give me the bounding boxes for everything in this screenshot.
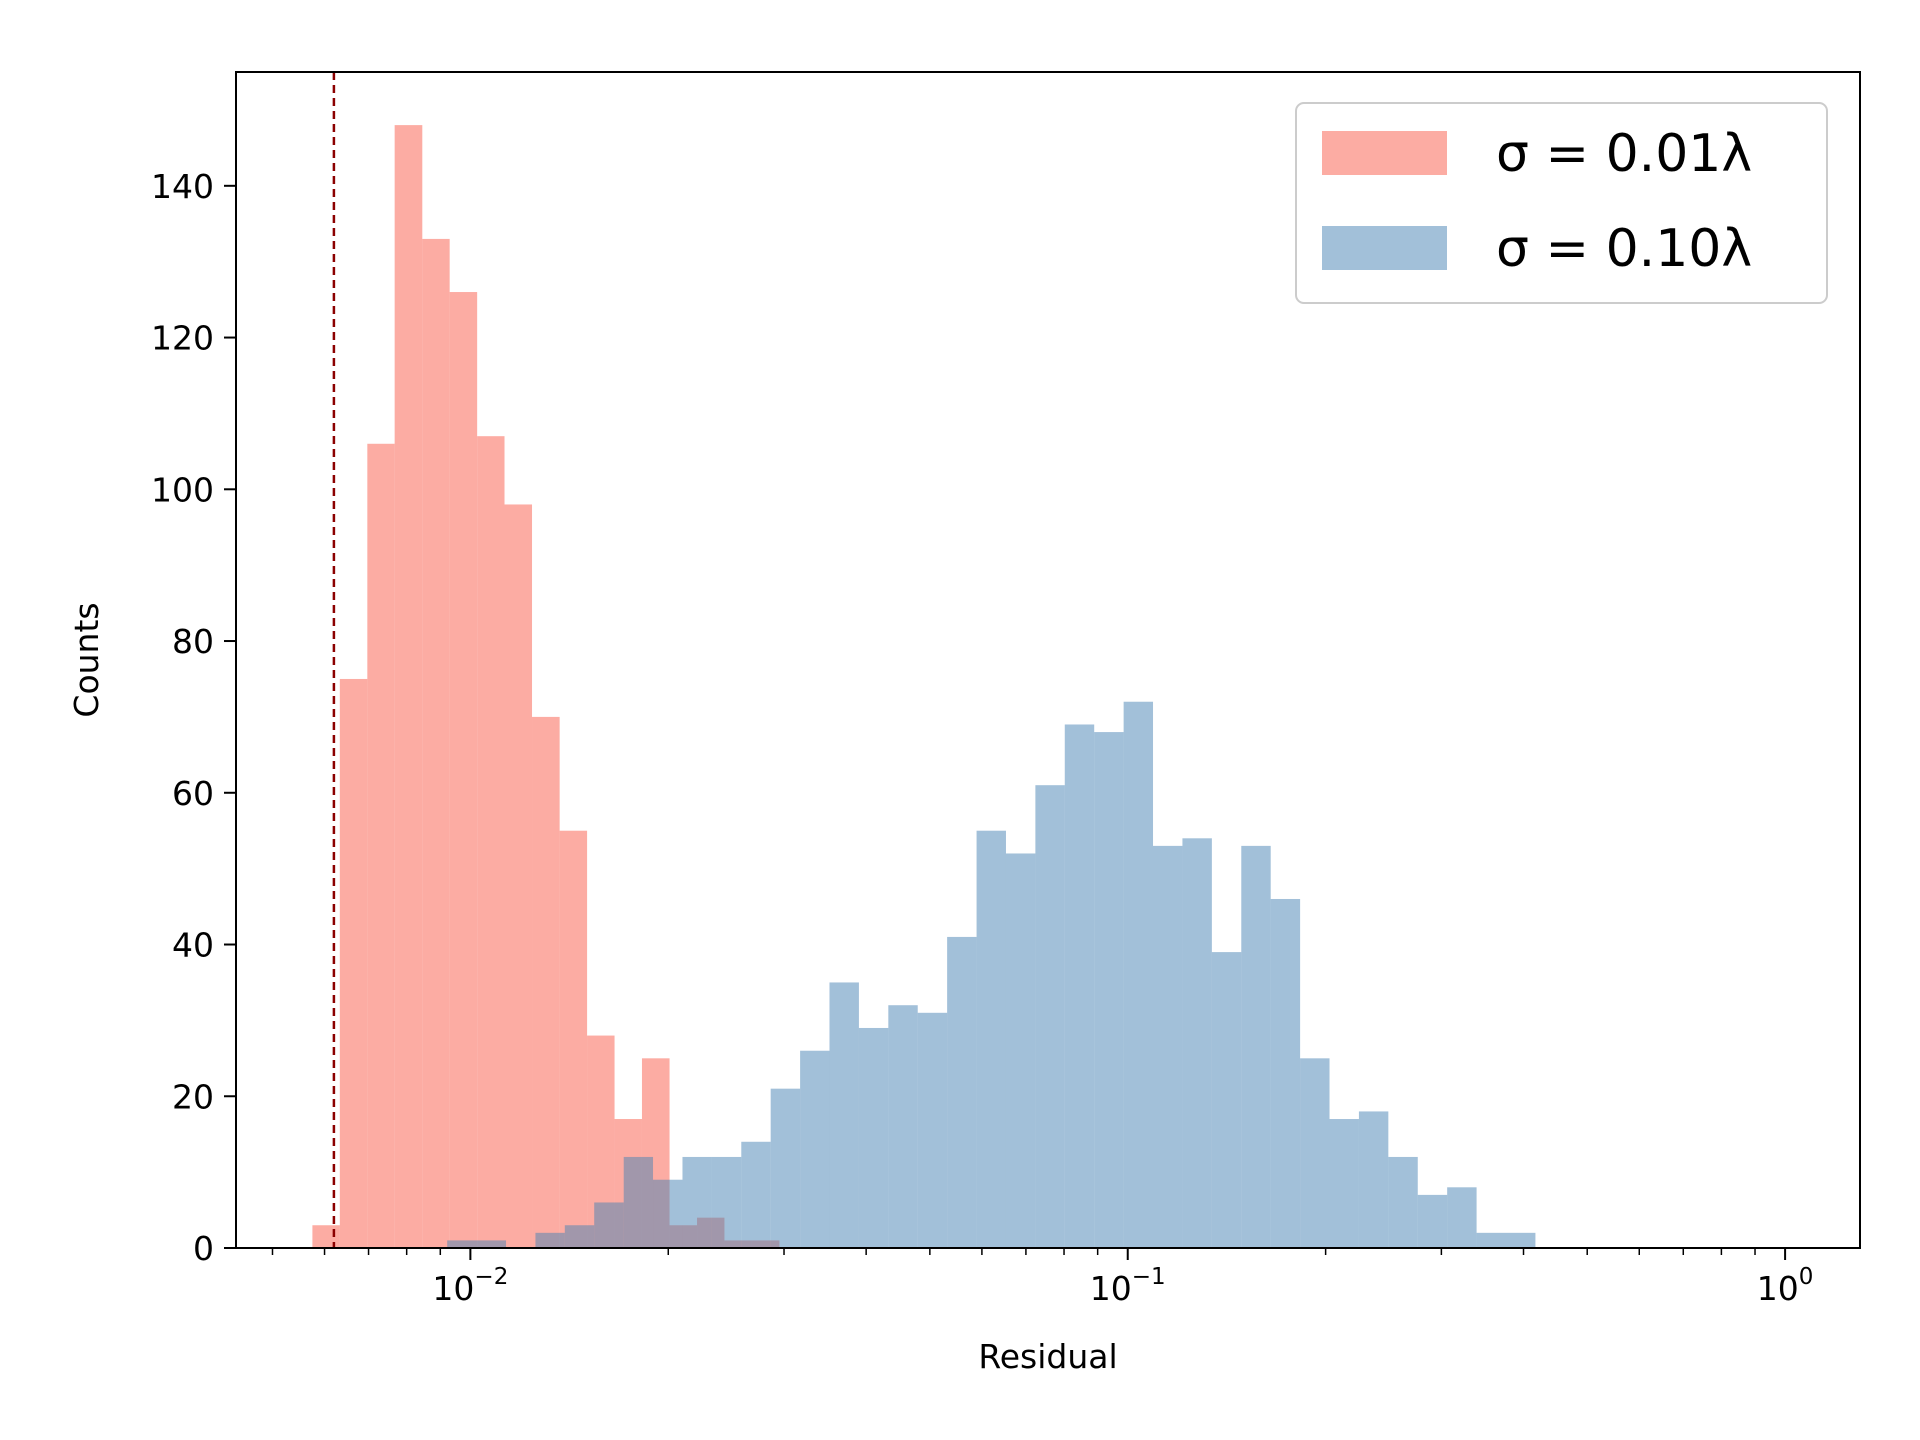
histogram-bar-series-1-bin-32 <box>1417 1194 1448 1248</box>
histogram-bar-series-1-bin-19 <box>1035 785 1065 1248</box>
x-axis-label: Residual <box>978 1337 1117 1376</box>
y-tick-label-0: 0 <box>193 1229 214 1268</box>
histogram-bar-series-0-bin-3 <box>394 125 423 1249</box>
histogram-bar-series-1-bin-33 <box>1447 1187 1477 1248</box>
histogram-bars <box>312 125 1536 1249</box>
legend-label-sigma-001: σ = 0.01λ <box>1496 124 1752 184</box>
y-tick-label-7: 140 <box>151 167 214 206</box>
plot-frame <box>235 71 1861 1249</box>
histogram-bar-series-1-bin-5 <box>623 1156 654 1248</box>
x-tick-label-0: 10−2 <box>432 1264 508 1308</box>
histogram-bar-series-0-bin-1 <box>339 678 368 1248</box>
y-tick-label-4: 80 <box>172 622 214 661</box>
legend-label-sigma-010: σ = 0.10λ <box>1496 219 1752 279</box>
histogram-bar-series-1-bin-6 <box>653 1179 683 1248</box>
histogram-bar-series-1-bin-35 <box>1506 1232 1536 1248</box>
x-tick-label-2: 100 <box>1757 1264 1814 1308</box>
histogram-bar-series-0-bin-7 <box>504 504 533 1249</box>
histogram-bar-series-1-bin-10 <box>770 1088 801 1248</box>
x-tick-label-1: 10−1 <box>1090 1264 1166 1308</box>
histogram-bar-series-1-bin-20 <box>1064 724 1095 1248</box>
histogram-bar-series-1-bin-34 <box>1476 1232 1506 1248</box>
histogram-bar-series-1-bin-31 <box>1388 1156 1418 1248</box>
histogram-bar-series-1-bin-7 <box>682 1156 712 1248</box>
histogram-bar-series-1-bin-15 <box>917 1012 948 1248</box>
histogram-bar-series-0-bin-4 <box>422 238 450 1249</box>
histogram-bar-series-1-bin-28 <box>1300 1058 1330 1248</box>
histogram-bar-series-1-bin-8 <box>711 1156 742 1248</box>
histogram-bar-series-1-bin-1 <box>476 1240 507 1248</box>
histogram-bar-series-1-bin-9 <box>741 1141 771 1248</box>
histogram-bar-series-0-bin-0 <box>312 1225 340 1248</box>
y-tick-label-1: 20 <box>172 1077 214 1116</box>
legend-swatch-sigma-001 <box>1322 131 1447 175</box>
histogram-bar-series-0-bin-9 <box>559 830 588 1248</box>
histogram-bar-series-1-bin-18 <box>1005 853 1036 1248</box>
histogram-bar-series-1-bin-0 <box>447 1240 477 1248</box>
histogram-bar-series-1-bin-23 <box>1153 845 1183 1248</box>
y-tick-label-5: 100 <box>151 470 214 509</box>
histogram-bar-series-1-bin-11 <box>800 1050 830 1248</box>
histogram-bar-series-1-bin-3 <box>564 1225 595 1248</box>
histogram-bar-series-0-bin-8 <box>532 716 560 1248</box>
histogram-bar-series-1-bin-12 <box>829 982 859 1248</box>
histogram-bar-series-1-bin-30 <box>1358 1111 1389 1248</box>
histogram-bar-series-0-bin-6 <box>477 436 505 1248</box>
y-tick-label-3: 60 <box>172 774 214 813</box>
histogram-bar-series-1-bin-25 <box>1211 952 1242 1248</box>
histogram-bar-series-1-bin-4 <box>594 1202 624 1248</box>
histogram-bar-series-1-bin-17 <box>976 830 1006 1248</box>
histogram-bar-series-1-bin-14 <box>888 1005 918 1248</box>
legend: σ = 0.01λ σ = 0.10λ <box>1295 102 1828 304</box>
histogram-bar-series-0-bin-5 <box>449 292 478 1248</box>
y-axis-ticks: 0 20 40 60 80 100 120 140 <box>151 167 236 1268</box>
histogram-bar-series-1-bin-26 <box>1241 845 1271 1248</box>
histogram-bar-series-1-bin-27 <box>1270 898 1301 1248</box>
histogram-bar-series-1-bin-24 <box>1182 838 1212 1248</box>
histogram-bar-series-1-bin-16 <box>947 936 977 1248</box>
x-axis-ticks: 10−2 10−1 100 <box>271 1248 1814 1308</box>
histogram-bar-series-0-bin-2 <box>367 443 395 1248</box>
histogram-bar-series-1-bin-2 <box>535 1232 565 1248</box>
histogram-bar-series-1-bin-22 <box>1123 701 1154 1248</box>
y-tick-label-2: 40 <box>172 926 214 965</box>
legend-swatch-sigma-010 <box>1322 226 1447 270</box>
y-tick-label-6: 120 <box>151 319 214 358</box>
y-axis-label: Counts <box>67 602 106 717</box>
histogram-bar-series-1-bin-29 <box>1329 1119 1359 1248</box>
histogram-bar-series-1-bin-13 <box>858 1027 889 1248</box>
histogram-bar-series-1-bin-21 <box>1094 732 1124 1248</box>
